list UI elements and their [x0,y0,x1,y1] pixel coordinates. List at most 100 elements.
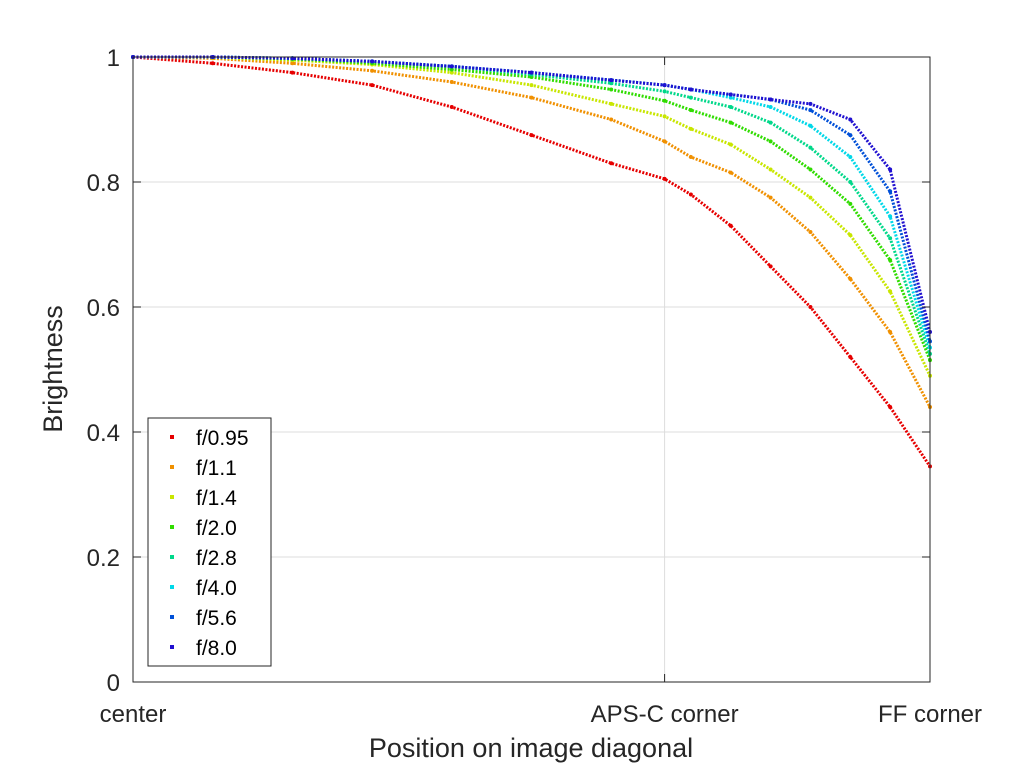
legend-marker [170,525,174,529]
series-trace [133,55,932,349]
data-point [609,101,614,106]
legend-label: f/1.1 [196,457,237,480]
data-point [688,108,693,113]
data-point [728,170,733,175]
data-point [688,155,693,159]
data-point [449,70,454,75]
data-point [688,126,693,131]
data-point [609,87,614,92]
data-point [529,95,534,100]
x-tick-label: FF corner [878,701,982,728]
data-point [848,233,853,238]
data-point [728,142,733,147]
data-point [688,87,693,92]
data-point [768,105,773,109]
legend-label: f/2.0 [196,517,237,540]
data-point [848,276,853,281]
y-tick-label: 0.2 [87,545,120,572]
data-point [290,61,295,66]
data-point [808,108,813,113]
legend-marker [170,555,174,559]
data-point [888,214,893,219]
data-point [808,230,813,234]
y-tick-label: 1 [107,45,120,72]
data-point [808,167,813,172]
data-point [370,68,375,73]
legend-box [147,417,272,667]
data-point [609,81,614,86]
data-point [848,355,853,359]
y-tick-label: 0.6 [87,295,120,322]
data-point [688,192,693,197]
data-point [848,201,853,206]
data-point [529,83,534,88]
data-point [449,67,454,72]
data-point [688,95,693,100]
series-f-8-0 [131,55,932,334]
data-point [768,120,773,125]
legend-label: f/2.8 [196,547,237,570]
data-point [808,195,813,200]
data-point [728,95,733,100]
y-tick-label: 0.8 [87,170,120,197]
data-point [529,133,534,138]
data-point [449,105,454,109]
data-point [808,305,813,309]
legend-label: f/4.0 [196,577,237,600]
data-point [662,114,667,119]
data-point [888,167,893,172]
x-tick-label: center [100,701,167,728]
legend-marker [170,465,174,469]
legend: f/0.95 f/1.1 f/1.4 f/2.0 f/2.8 f/4.0 f/5.6 f/8.… [147,417,272,667]
data-point [888,258,893,263]
series-trace [132,55,932,468]
data-point [290,70,295,75]
legend-label: f/0.95 [196,427,249,450]
x-tick-label: APS-C corner [591,701,739,728]
data-point [768,139,773,144]
data-point [888,236,893,241]
legend-marker [170,435,174,439]
data-point [888,189,893,194]
y-axis-title: Brightness [38,305,68,433]
plot-area-border [132,56,931,683]
data-point [370,83,375,88]
data-point [768,97,773,102]
data-point [808,145,813,150]
data-point [662,83,667,88]
data-point [609,117,614,122]
data-point [848,155,853,159]
data-point [888,289,893,294]
data-point [662,139,667,144]
y-tick-label: 0 [107,670,120,697]
data-point [449,80,454,84]
legend-marker [170,495,174,499]
data-point [662,89,667,94]
data-point [728,223,733,228]
data-point [662,176,667,181]
data-point [449,64,454,69]
data-point [210,61,215,66]
data-point [728,105,733,109]
data-point [768,195,773,200]
data-point [609,78,614,83]
data-point [609,161,614,166]
series-f-1-1 [131,55,932,409]
data-point [529,70,534,75]
data-point [888,405,893,409]
data-point [848,133,853,138]
data-point [662,98,667,103]
data-point [370,59,375,64]
series-f-2-0 [131,55,932,363]
legend-label: f/5.6 [196,607,237,630]
data-point [808,123,813,128]
series-layer [131,55,932,469]
legend-marker [170,645,174,649]
data-point [768,264,773,269]
legend-marker [170,615,174,619]
series-trace [133,55,932,355]
series-f-0-95 [131,55,932,469]
data-point [848,180,853,184]
data-point [728,92,733,97]
